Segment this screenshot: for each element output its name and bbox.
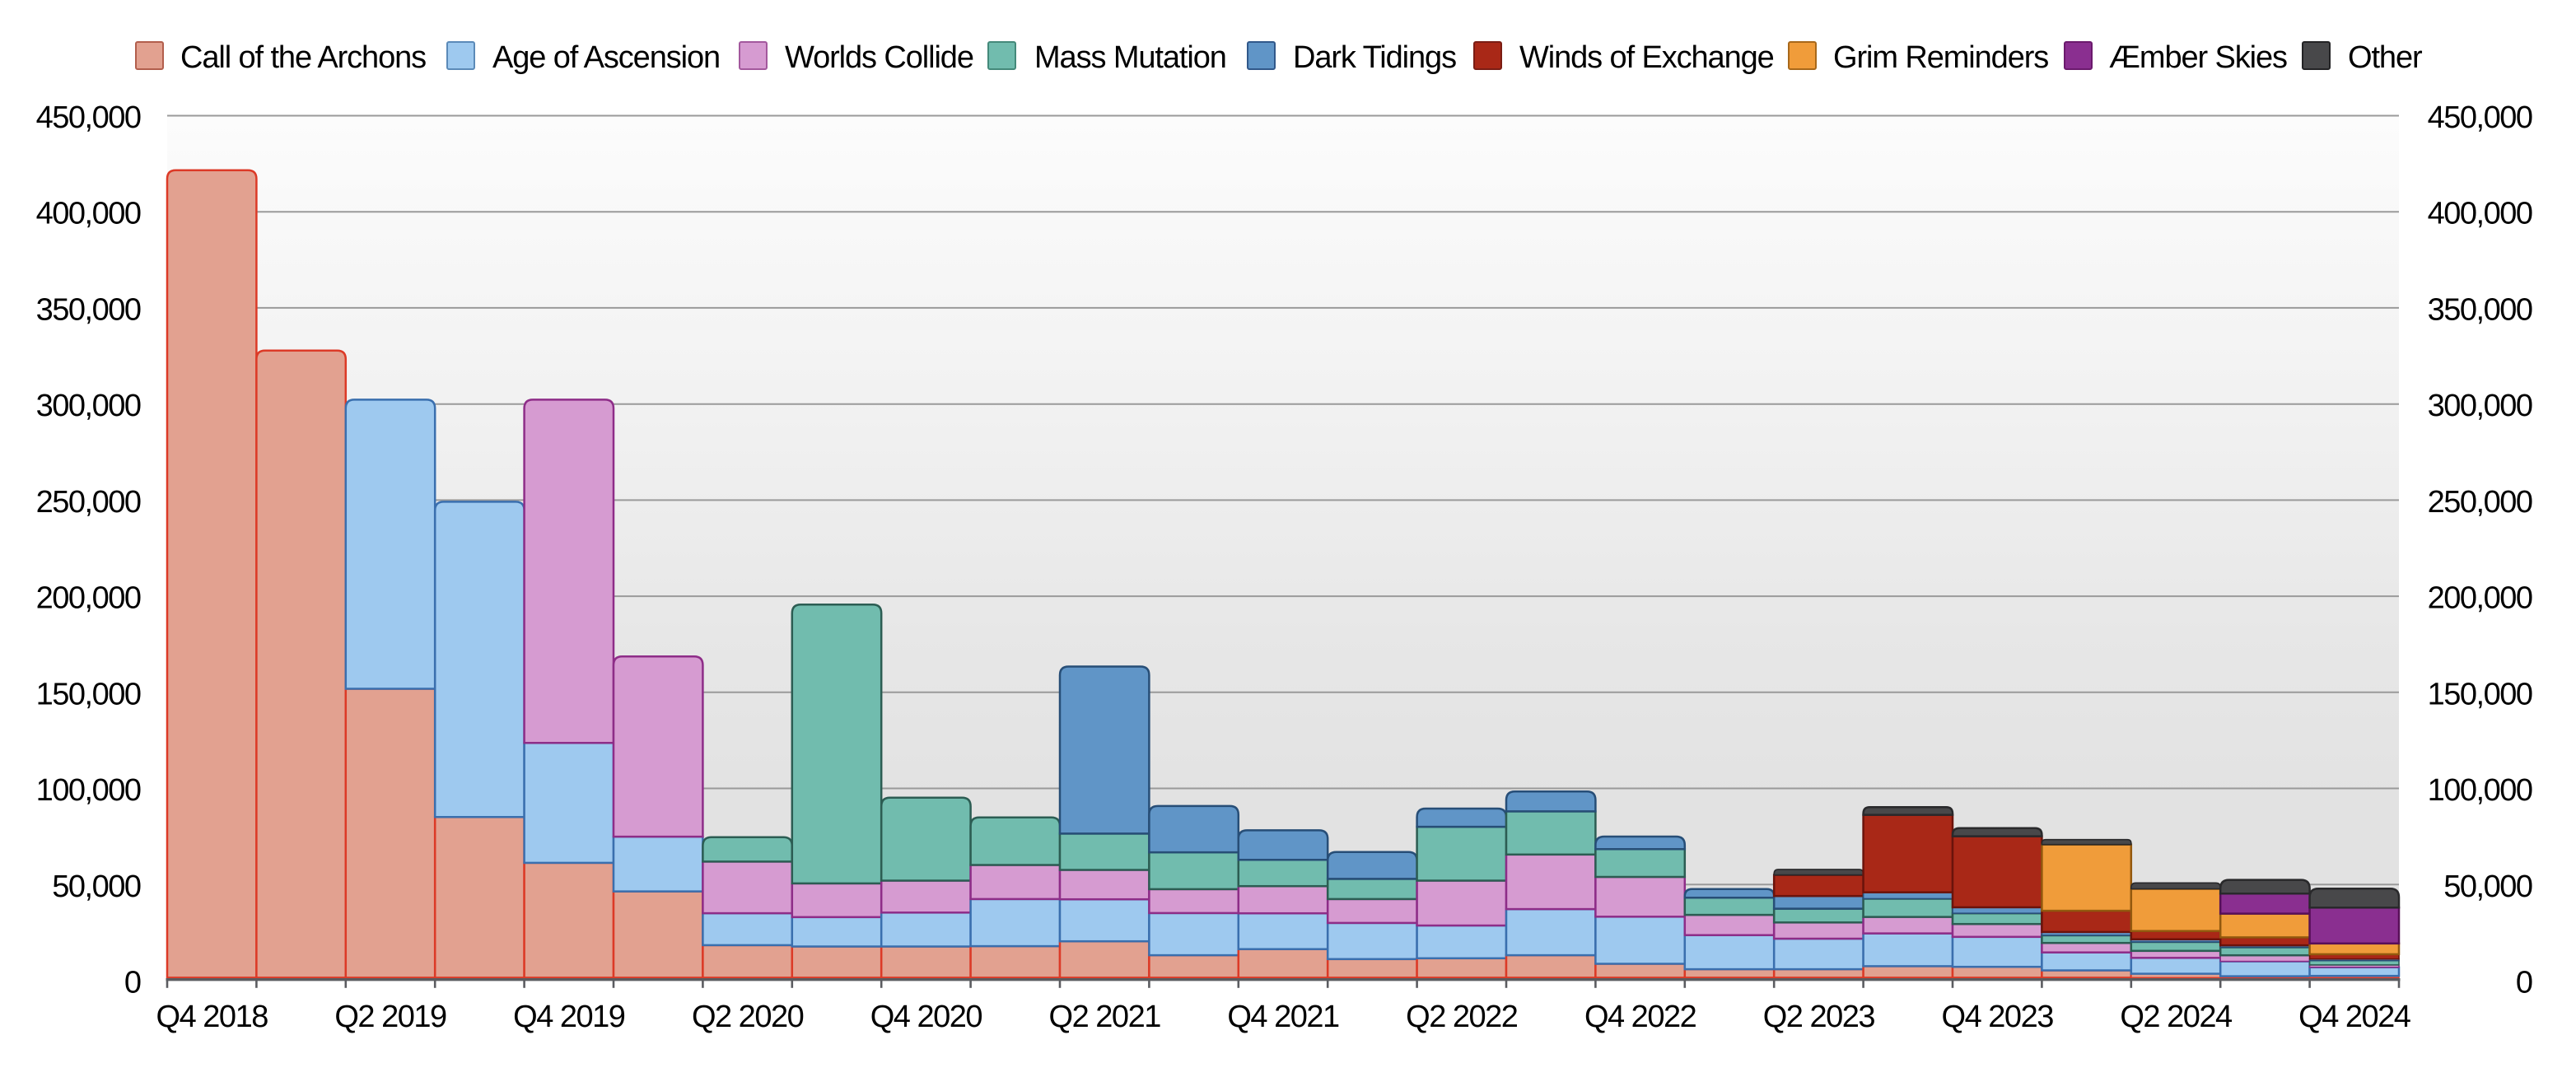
svg-text:0: 0 xyxy=(124,966,141,1000)
svg-text:50,000: 50,000 xyxy=(52,870,141,904)
svg-text:200,000: 200,000 xyxy=(36,581,141,616)
svg-text:Q4 2018: Q4 2018 xyxy=(156,1000,268,1034)
svg-text:Age of Ascension: Age of Ascension xyxy=(492,40,720,75)
svg-text:Worlds Collide: Worlds Collide xyxy=(785,40,973,75)
svg-text:200,000: 200,000 xyxy=(2428,581,2532,616)
svg-text:Call of the Archons: Call of the Archons xyxy=(180,40,426,75)
svg-text:100,000: 100,000 xyxy=(36,773,141,808)
svg-text:450,000: 450,000 xyxy=(2428,100,2532,135)
svg-text:250,000: 250,000 xyxy=(2428,485,2532,520)
svg-text:350,000: 350,000 xyxy=(36,292,141,327)
svg-text:Q4 2023: Q4 2023 xyxy=(1942,1000,2054,1034)
svg-text:400,000: 400,000 xyxy=(36,197,141,231)
svg-text:Æmber Skies: Æmber Skies xyxy=(2109,40,2287,75)
svg-text:Q4 2019: Q4 2019 xyxy=(513,1000,625,1034)
svg-text:Q4 2024: Q4 2024 xyxy=(2298,1000,2411,1034)
svg-text:Q2 2023: Q2 2023 xyxy=(1763,1000,1875,1034)
svg-text:Q2 2019: Q2 2019 xyxy=(334,1000,446,1034)
svg-text:0: 0 xyxy=(2516,966,2532,1000)
svg-text:Other: Other xyxy=(2348,40,2423,75)
svg-text:450,000: 450,000 xyxy=(36,100,141,135)
svg-text:Q4 2021: Q4 2021 xyxy=(1227,1000,1339,1034)
svg-text:400,000: 400,000 xyxy=(2428,197,2532,231)
svg-text:150,000: 150,000 xyxy=(2428,677,2532,711)
svg-text:350,000: 350,000 xyxy=(2428,292,2532,327)
svg-text:Q4 2022: Q4 2022 xyxy=(1584,1000,1696,1034)
svg-text:150,000: 150,000 xyxy=(36,677,141,711)
svg-text:Grim Reminders: Grim Reminders xyxy=(1833,40,2048,75)
svg-text:50,000: 50,000 xyxy=(2443,870,2532,904)
svg-text:Q2 2024: Q2 2024 xyxy=(2120,1000,2233,1034)
svg-text:300,000: 300,000 xyxy=(36,389,141,423)
svg-text:300,000: 300,000 xyxy=(2428,389,2532,423)
svg-text:Q2 2021: Q2 2021 xyxy=(1049,1000,1161,1034)
svg-text:Q4 2020: Q4 2020 xyxy=(870,1000,982,1034)
svg-text:Mass Mutation: Mass Mutation xyxy=(1034,40,1226,75)
svg-text:Q2 2022: Q2 2022 xyxy=(1406,1000,1518,1034)
svg-text:100,000: 100,000 xyxy=(2428,773,2532,808)
svg-text:Winds of Exchange: Winds of Exchange xyxy=(1519,40,1774,75)
svg-text:Q2 2020: Q2 2020 xyxy=(692,1000,804,1034)
svg-text:250,000: 250,000 xyxy=(36,485,141,520)
svg-text:Dark Tidings: Dark Tidings xyxy=(1293,40,1456,75)
